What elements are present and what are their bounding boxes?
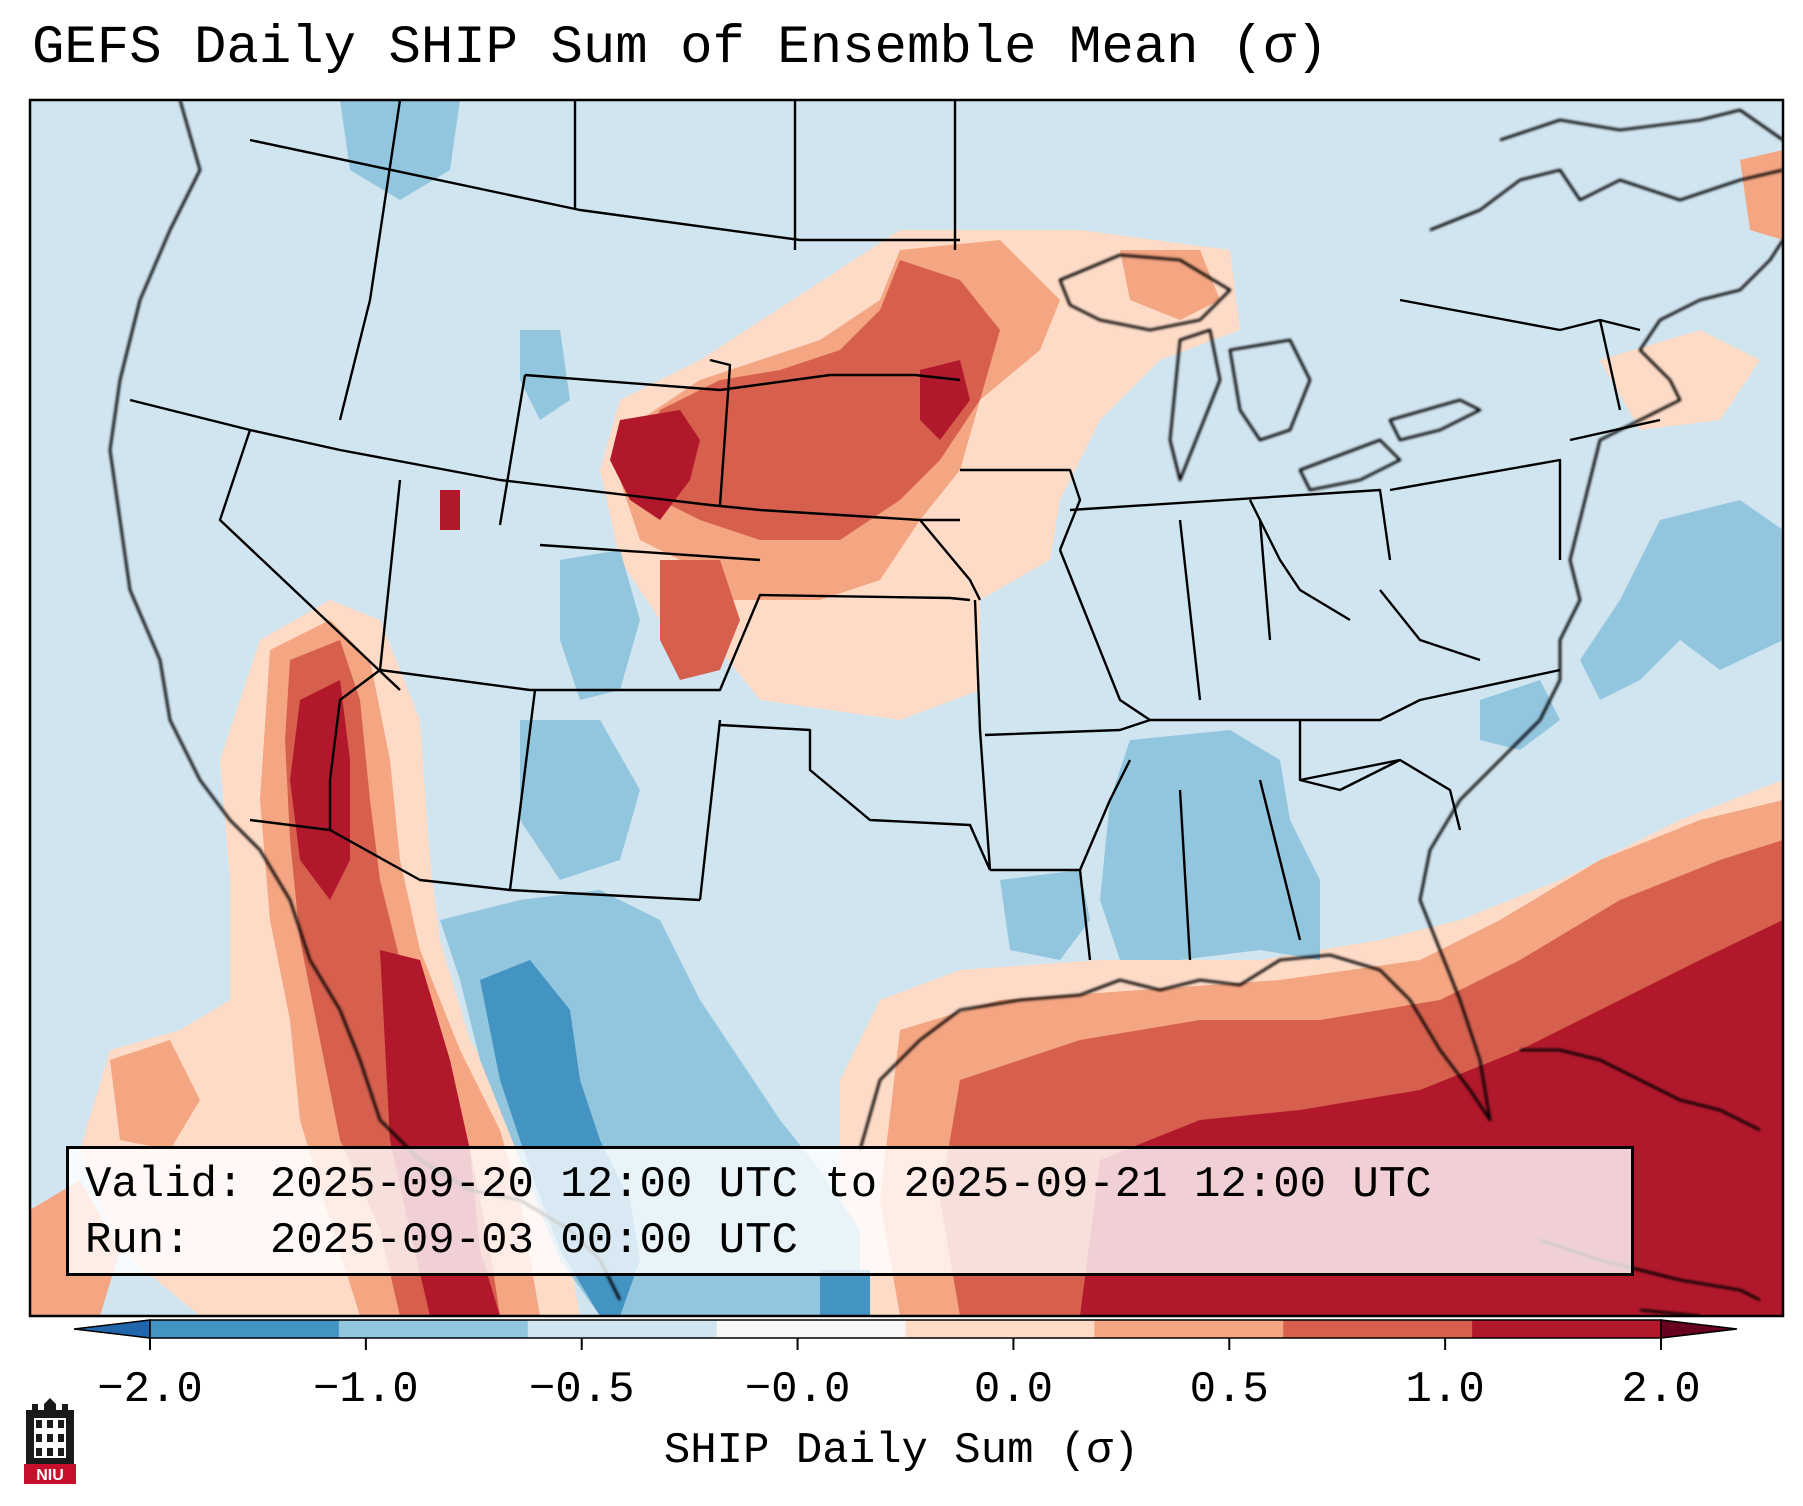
- colorbar-extend-low: [73, 1319, 151, 1339]
- colorbar-tick-label: 2.0: [1621, 1365, 1701, 1415]
- colorbar-segment: [338, 1320, 529, 1338]
- colorbar-segment: [716, 1320, 906, 1338]
- colorbar-tick-label: 0.5: [1189, 1365, 1269, 1415]
- valid-label: Valid:: [85, 1160, 244, 1210]
- shading-layer: [30, 100, 1783, 1316]
- southwest-interior-negative: [520, 550, 640, 880]
- colorbar-tick-label: −2.0: [97, 1365, 203, 1415]
- colorbar-extend-high: [1660, 1319, 1738, 1339]
- atlantic-negative: [1580, 500, 1783, 700]
- map-frame: [28, 98, 1785, 1318]
- colorbar-segment: [905, 1320, 1095, 1338]
- chart-title: GEFS Daily SHIP Sum of Ensemble Mean (σ): [32, 18, 1329, 79]
- colorbar-segment: [1283, 1320, 1473, 1338]
- colorbar-segment: [1472, 1320, 1662, 1338]
- logo-text: NIU: [36, 1467, 64, 1484]
- colorbar-title: SHIP Daily Sum (σ): [663, 1426, 1140, 1476]
- colorbar-segment: [150, 1320, 340, 1338]
- colorbar-segment: [527, 1320, 718, 1338]
- run-time: 2025-09-03 00:00 UTC: [269, 1216, 798, 1266]
- great-lakes: [1058, 253, 1482, 492]
- northern-plains-positive-high: [640, 260, 1000, 540]
- canada-coast: [1429, 108, 1783, 232]
- info-box: Valid: 2025-09-20 12:00 UTC to 2025-09-2…: [66, 1146, 1634, 1276]
- colorbar-tick-label: 1.0: [1405, 1365, 1485, 1415]
- state-borders: [129, 100, 1661, 961]
- colorbar-tick-label: 0.0: [973, 1365, 1054, 1415]
- valid-range: 2025-09-20 12:00 UTC to 2025-09-21 12:00…: [269, 1160, 1432, 1210]
- colorbar-tick-label: −1.0: [313, 1365, 419, 1415]
- niu-logo: NIU: [24, 1398, 76, 1484]
- run-label: Run:: [85, 1216, 191, 1266]
- southeast-negative: [1100, 730, 1320, 960]
- logo-badge: [24, 1464, 76, 1484]
- gulf-coast: [858, 239, 1783, 1151]
- colorbar-tick-label: −0.0: [744, 1365, 851, 1415]
- colorbar-frame: [149, 1319, 1662, 1339]
- colorbar: [73, 1319, 1738, 1350]
- colorbar-segment: [1094, 1320, 1284, 1338]
- colorbar-tick-label: −0.5: [528, 1365, 635, 1415]
